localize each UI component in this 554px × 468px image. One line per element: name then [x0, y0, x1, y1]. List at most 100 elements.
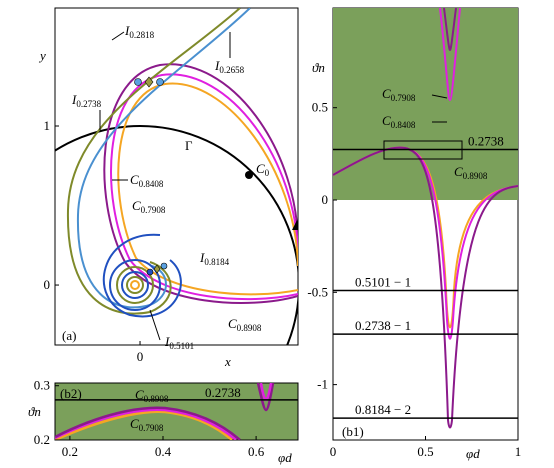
- curve-label: I0.5101: [164, 334, 194, 351]
- curve: [117, 82, 298, 296]
- reference-label: 0.2738: [468, 133, 504, 148]
- panel-b2-curves: [55, 383, 275, 440]
- markers: [99, 31, 253, 341]
- pointer: [111, 31, 125, 41]
- label-subscript: 0.7908: [141, 205, 166, 215]
- label-subscript: 0.8184: [204, 257, 229, 267]
- curve: [121, 271, 149, 299]
- y-axis-label: ϑn: [312, 60, 325, 75]
- label-symbol: I: [71, 92, 77, 107]
- curve-label: C0.8908: [454, 164, 488, 181]
- marker: [156, 78, 164, 86]
- label-subscript: 0.2658: [219, 65, 244, 75]
- curve-label: C0.7908: [130, 416, 164, 433]
- label-subscript: 0.8408: [139, 179, 164, 189]
- curve-label: C0.7908: [132, 198, 166, 215]
- curve-label: I0.2658: [214, 58, 245, 75]
- gamma-circle: [55, 125, 298, 345]
- curve: [116, 266, 154, 304]
- label-subscript: 0.8408: [391, 120, 416, 130]
- curve: [256, 383, 275, 412]
- pointer: [431, 94, 448, 99]
- y-tick-label: -0.5: [307, 284, 328, 299]
- curve: [103, 63, 298, 304]
- reference-label: 0.8184 − 2: [355, 402, 411, 417]
- label-subscript: 0.8908: [144, 394, 169, 404]
- curve: [76, 8, 251, 309]
- label-symbol: I: [214, 58, 220, 73]
- x-tick-label: 1: [515, 444, 522, 459]
- label-subscript: 0.2818: [129, 30, 154, 40]
- curve: [109, 259, 161, 311]
- marker: [153, 264, 161, 274]
- y-tick-label: 1: [44, 118, 51, 133]
- x-tick-label: 0.4: [155, 444, 172, 459]
- panel-a-curves: [55, 8, 298, 345]
- curve: [439, 8, 461, 102]
- marker: [160, 262, 168, 270]
- curve: [55, 410, 233, 440]
- curve: [126, 276, 144, 294]
- curve-label: C0.8408: [130, 172, 164, 189]
- label-symbol: I: [199, 250, 205, 265]
- x-tick-label: 0: [137, 349, 144, 364]
- panel-tag: (b2): [60, 386, 82, 401]
- curve: [443, 8, 457, 52]
- curve-label: C0.8908: [228, 316, 262, 333]
- label-symbol: I: [124, 23, 130, 38]
- y-tick-label: 0: [44, 277, 51, 292]
- y-tick-label: 0.3: [34, 378, 50, 393]
- y-tick-label: -1: [317, 377, 328, 392]
- marker: [134, 78, 142, 86]
- curve: [55, 406, 241, 440]
- y-tick-label: 0.2: [34, 432, 50, 447]
- label-symbol: C: [135, 387, 144, 402]
- marker: [146, 268, 154, 276]
- label-symbol: C: [132, 198, 141, 213]
- label-subscript: 0.8908: [463, 171, 488, 181]
- c0-point: [245, 171, 253, 179]
- x-axis-label: φd: [466, 446, 480, 461]
- curve: [55, 408, 237, 440]
- curve: [66, 8, 241, 315]
- curve-label: C0.8408: [382, 113, 416, 130]
- curve: [130, 280, 140, 290]
- curve-label: I0.2818: [124, 23, 155, 40]
- label-symbol: C: [382, 113, 391, 128]
- label-subscript: 0.7908: [139, 423, 164, 433]
- curve: [103, 233, 182, 318]
- label-symbol: C: [382, 86, 391, 101]
- label-symbol: C: [256, 161, 265, 176]
- gamma-label: Γ: [185, 138, 193, 153]
- reference-label: 0.2738 − 1: [355, 318, 411, 333]
- reference-label: 0.2738: [205, 385, 241, 400]
- x-axis-label: φd: [278, 450, 292, 465]
- y-tick-label: 0: [322, 192, 329, 207]
- y-tick-label: 0.5: [312, 100, 328, 115]
- label-subscript: 0: [265, 168, 270, 178]
- curve-label: I0.8184: [199, 250, 230, 267]
- x-tick-label: 0.5: [417, 444, 433, 459]
- curve: [333, 146, 518, 429]
- x-tick-label: 0: [330, 444, 337, 459]
- label-symbol: C: [454, 164, 463, 179]
- panel-tag: (b1): [342, 424, 364, 439]
- panel-tag: (a): [62, 328, 76, 343]
- curve-label: C0.8908: [135, 387, 169, 404]
- label-subscript: 0.8908: [237, 323, 262, 333]
- x-axis-label: x: [224, 354, 231, 369]
- curve-label: I0.2738: [71, 92, 102, 109]
- curve-label: C0: [256, 161, 270, 178]
- curve-label: C0.7908: [382, 86, 416, 103]
- y-axis-label: y: [38, 48, 46, 63]
- pointer: [149, 309, 161, 341]
- label-symbol: C: [130, 172, 139, 187]
- marker: [144, 76, 154, 88]
- label-symbol: C: [130, 416, 139, 431]
- arrow: [292, 220, 298, 230]
- x-tick-label: 0.6: [248, 444, 265, 459]
- reference-label: 0.5101 − 1: [355, 274, 411, 289]
- label-symbol: I: [164, 334, 170, 349]
- x-tick-label: 0.2: [62, 444, 78, 459]
